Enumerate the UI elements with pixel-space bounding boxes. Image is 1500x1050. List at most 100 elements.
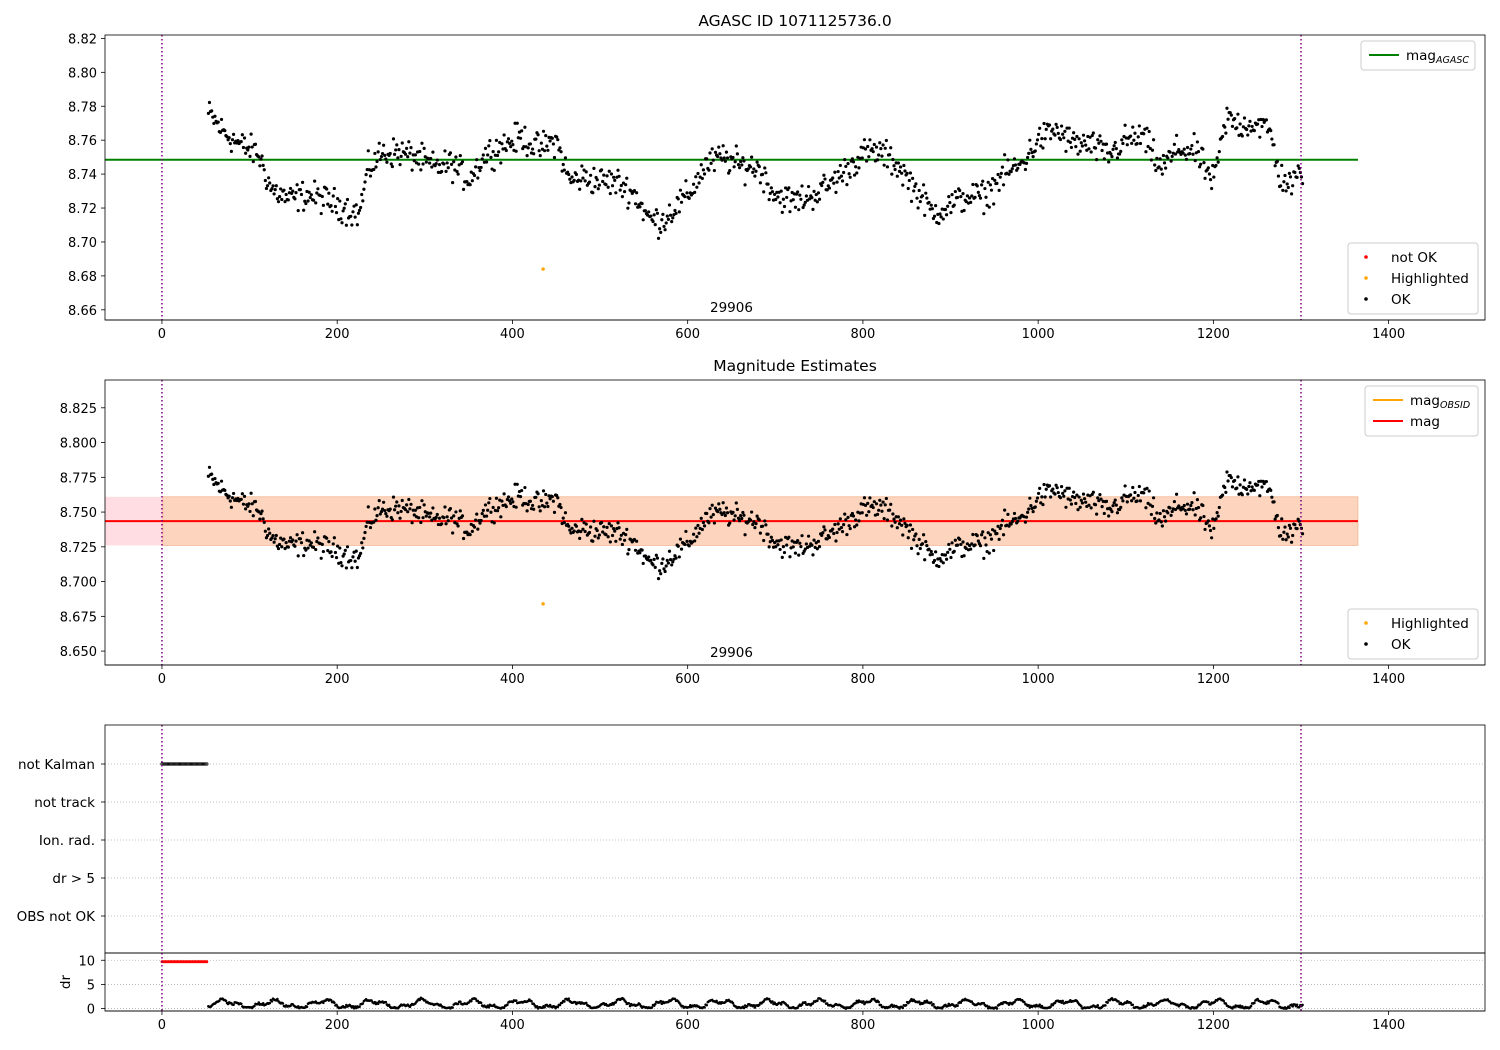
- ok-point: [507, 141, 512, 146]
- ok-point: [1091, 131, 1095, 135]
- ok-point: [391, 495, 396, 499]
- ok-point: [750, 510, 754, 514]
- ok-point: [1074, 145, 1078, 149]
- ok-point: [902, 517, 906, 521]
- ok-point: [1273, 517, 1277, 521]
- ok-point: [635, 539, 639, 543]
- ok-point: [674, 211, 678, 215]
- ok-point: [652, 213, 656, 217]
- ok-point: [1079, 498, 1083, 502]
- ok-point: [916, 552, 920, 556]
- ok-point: [1029, 504, 1033, 508]
- ok-point: [309, 193, 313, 197]
- ok-point: [799, 197, 803, 201]
- ok-point: [1280, 517, 1284, 521]
- ok-point: [583, 179, 587, 183]
- ok-point: [949, 555, 953, 560]
- ok-point: [943, 207, 948, 212]
- dr-point: [703, 1006, 706, 1009]
- ok-point: [1173, 152, 1178, 156]
- ok-point: [492, 168, 496, 172]
- ok-point: [734, 501, 738, 505]
- ok-point: [1174, 133, 1179, 137]
- dr-point: [1061, 999, 1064, 1003]
- ok-point: [562, 168, 566, 172]
- ok-point: [1096, 138, 1100, 142]
- ok-point: [1095, 512, 1099, 516]
- ok-point: [1109, 152, 1113, 156]
- ok-point: [300, 180, 305, 184]
- ok-point: [340, 564, 344, 568]
- estimates-panel-ytick-label: 8.775: [60, 471, 97, 486]
- ok-point: [316, 536, 320, 540]
- ok-point: [258, 517, 262, 521]
- dr-point: [771, 1000, 774, 1003]
- ok-point: [435, 512, 439, 517]
- ok-point: [989, 188, 994, 192]
- ok-point: [240, 133, 244, 137]
- ok-point: [210, 109, 214, 113]
- ok-point: [893, 167, 897, 172]
- ok-point: [515, 482, 519, 486]
- ok-point: [313, 530, 317, 534]
- ok-point: [1132, 496, 1136, 500]
- ok-point: [802, 203, 806, 207]
- ok-point: [982, 212, 986, 216]
- ok-point: [980, 183, 984, 187]
- dr-point: [660, 1002, 664, 1005]
- ok-point: [962, 208, 966, 213]
- ok-point: [390, 518, 394, 522]
- ok-point: [1297, 166, 1301, 170]
- ok-point: [219, 117, 224, 122]
- ok-point: [659, 572, 663, 576]
- ok-point: [1164, 519, 1168, 523]
- ok-point: [1023, 167, 1028, 172]
- dr-panel-xtick-label: 0: [158, 1018, 166, 1033]
- ok-point: [567, 524, 571, 528]
- dr-point: [418, 998, 422, 1002]
- ok-point: [1170, 509, 1174, 514]
- ok-point: [1258, 494, 1262, 498]
- ok-point: [440, 522, 444, 526]
- ok-point: [753, 525, 757, 530]
- dr-point: [929, 1001, 933, 1004]
- dr-point: [458, 1000, 462, 1003]
- ok-point: [284, 192, 288, 197]
- ok-point: [1185, 502, 1190, 506]
- ok-point: [354, 203, 358, 207]
- ok-point: [1023, 520, 1028, 524]
- ok-point: [983, 536, 987, 540]
- ok-point: [944, 213, 949, 217]
- ok-point: [518, 136, 523, 140]
- ok-point: [624, 533, 628, 537]
- ok-point: [478, 521, 482, 525]
- ok-point: [1240, 493, 1244, 497]
- ok-point: [1012, 511, 1017, 516]
- ok-point: [760, 172, 765, 176]
- ok-point: [976, 190, 980, 195]
- ok-point: [545, 144, 549, 148]
- ok-point: [929, 549, 933, 554]
- ok-point: [400, 141, 404, 145]
- ok-point: [754, 169, 758, 173]
- ok-point: [760, 524, 765, 528]
- ok-point: [638, 551, 642, 555]
- ok-point: [604, 183, 608, 187]
- ok-point: [731, 155, 735, 160]
- ok-point: [811, 553, 815, 557]
- ok-point: [319, 556, 323, 560]
- ok-point: [591, 191, 595, 195]
- ok-point: [1087, 503, 1091, 507]
- ok-point: [757, 518, 761, 522]
- ok-point: [1269, 129, 1273, 133]
- ok-point: [1056, 131, 1060, 135]
- ok-point: [359, 551, 363, 555]
- ok-point: [638, 205, 642, 209]
- ok-point: [950, 193, 954, 197]
- ok-point: [1096, 496, 1100, 500]
- ok-point: [691, 182, 696, 186]
- ok-point: [407, 497, 411, 502]
- flag-point: [184, 762, 188, 766]
- ok-point: [992, 202, 996, 206]
- ok-point: [520, 488, 524, 493]
